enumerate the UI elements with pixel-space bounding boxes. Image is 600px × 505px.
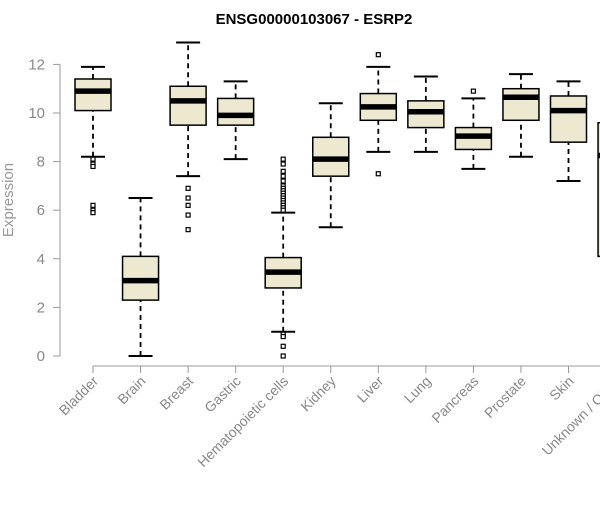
x-tick-label: Skin: [546, 373, 577, 404]
iqr-box: [216, 97, 255, 126]
x-tick-label: Pancreas: [428, 373, 481, 426]
y-tick-label: 8: [37, 154, 45, 171]
outlier-point: [280, 333, 286, 340]
y-tick-label: 0: [37, 348, 45, 365]
iqr-box: [74, 78, 112, 112]
outlier-point: [185, 202, 191, 208]
chart-title: ENSG00000103067 - ESRP2: [216, 11, 413, 28]
y-tick-label: 4: [37, 251, 45, 268]
outlier-point: [470, 88, 476, 94]
box-pancreas: [454, 88, 493, 170]
outlier-point: [90, 210, 96, 216]
y-tick-label: 12: [28, 56, 45, 73]
outlier-point: [280, 161, 286, 167]
x-tick-label: Bladder: [56, 373, 102, 419]
outlier-point: [280, 173, 286, 179]
x-tick-label: Gastric: [201, 373, 244, 416]
x-tick-label: Hematopoietic cells: [194, 373, 291, 470]
outlier-point: [185, 227, 191, 233]
x-tick-label: Kidney: [297, 373, 339, 415]
box-prostate: [502, 73, 540, 158]
outlier-point: [280, 353, 286, 359]
boxes-layer: [74, 41, 600, 359]
box-lung: [407, 75, 445, 153]
outlier-point: [185, 185, 191, 191]
outlier-point: [375, 171, 381, 177]
x-tick-label: Liver: [354, 373, 387, 406]
x-tick-label: Lung: [401, 373, 434, 406]
outlier-point: [185, 212, 191, 218]
y-axis: 0 2 4 6 8 10 12: [28, 56, 61, 365]
outlier-point: [280, 156, 286, 162]
box-unknown-other: [597, 121, 600, 258]
box-kidney: [312, 102, 350, 229]
x-tick-label: Brain: [114, 373, 148, 407]
box-breast: [169, 41, 207, 233]
outlier-point: [375, 52, 381, 58]
x-tick-label: Prostate: [481, 373, 529, 421]
y-tick-label: 2: [37, 299, 45, 316]
box-hematopoietic-cells: [264, 156, 302, 359]
outlier-point: [280, 178, 286, 184]
outlier-point: [90, 163, 96, 170]
x-tick-label: Breast: [156, 373, 196, 413]
outlier-point: [280, 343, 286, 349]
outlier-point: [280, 168, 286, 174]
outlier-point: [280, 207, 286, 213]
outlier-point: [90, 156, 96, 162]
iqr-box: [549, 95, 588, 143]
iqr-box: [597, 121, 600, 258]
y-tick-label: 6: [37, 202, 45, 219]
outlier-point: [185, 195, 191, 201]
y-axis-label: Expression: [0, 163, 17, 237]
outlier-point: [90, 202, 96, 208]
y-tick-label: 10: [28, 105, 45, 122]
box-brain: [121, 197, 160, 357]
box-skin: [549, 80, 588, 183]
iqr-box: [169, 85, 207, 126]
iqr-box: [502, 87, 540, 122]
box-gastric: [216, 80, 255, 161]
box-liver: [359, 52, 398, 177]
box-bladder: [74, 65, 112, 216]
